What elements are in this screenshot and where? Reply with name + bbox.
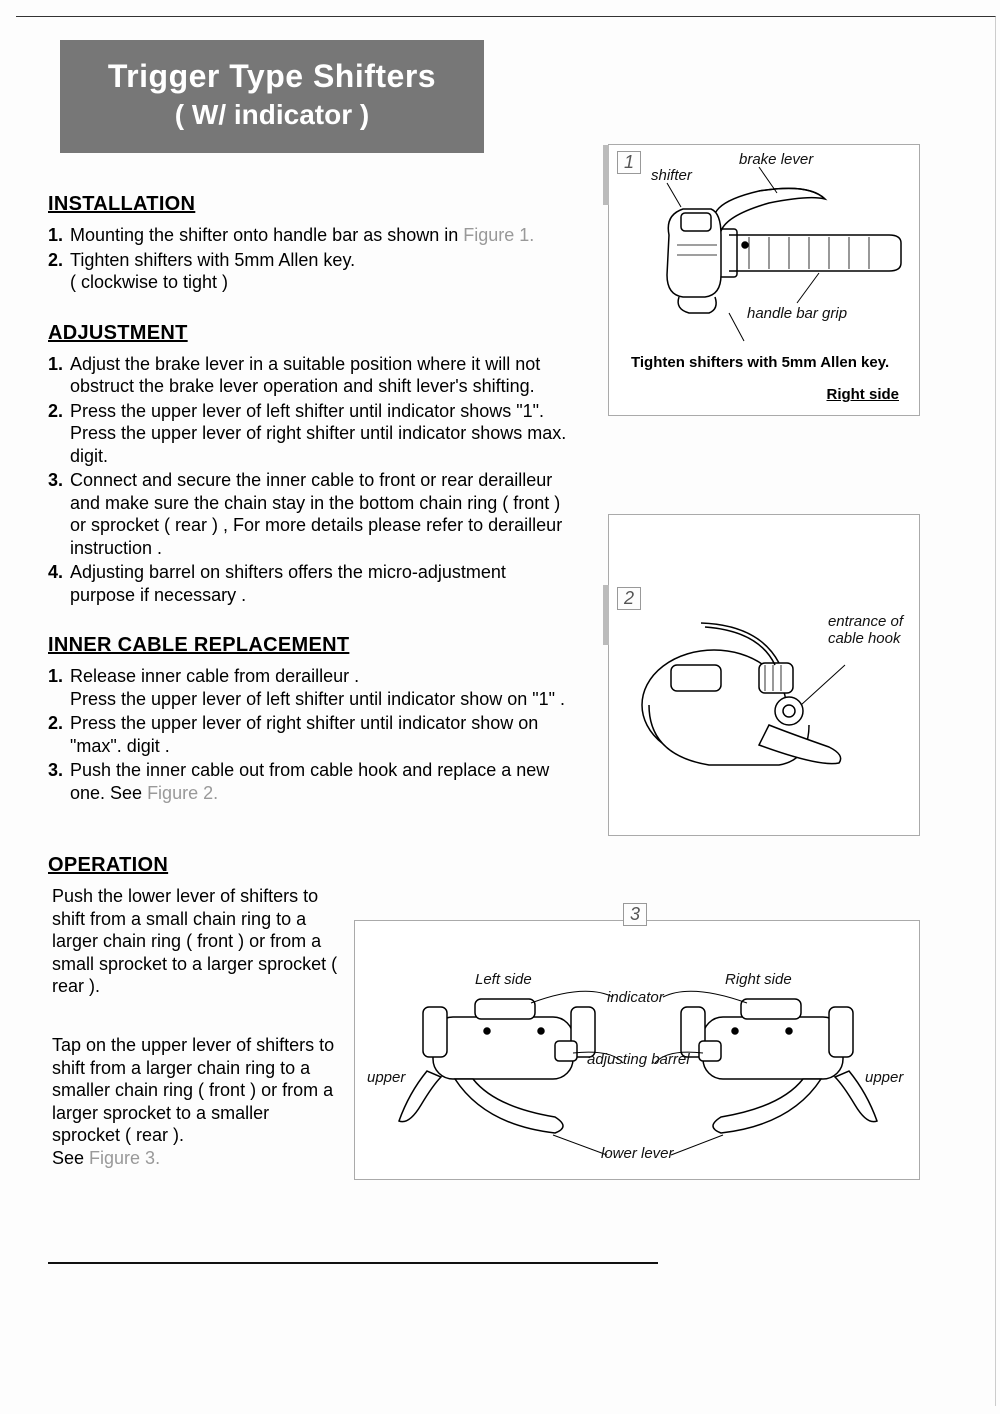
fig3-right: Right side bbox=[725, 971, 792, 988]
heading-installation: INSTALLATION bbox=[48, 193, 568, 216]
figure-2-tab bbox=[603, 585, 609, 645]
section-adjustment: ADJUSTMENT 1.Adjust the brake lever in a… bbox=[48, 322, 568, 607]
operation-para-2: Tap on the upper lever of shifters to sh… bbox=[52, 1012, 342, 1170]
adjust-step-3: 3.Connect and secure the inner cable to … bbox=[48, 469, 568, 559]
fig3-barrel: adjusting barrel bbox=[587, 1051, 690, 1068]
fig1-label-shifter: shifter bbox=[651, 167, 692, 184]
fig3-upper-r: upper bbox=[865, 1069, 903, 1086]
heading-operation: OPERATION bbox=[48, 854, 342, 877]
fig3-left: Left side bbox=[475, 971, 532, 988]
heading-adjustment: ADJUSTMENT bbox=[48, 322, 568, 345]
cable-step-3: 3. Push the inner cable out from cable h… bbox=[48, 759, 568, 804]
install-step-2: 2. Tighten shifters with 5mm Allen key. … bbox=[48, 249, 568, 294]
adjustment-steps: 1.Adjust the brake lever in a suitable p… bbox=[48, 353, 568, 607]
figure-3-number: 3 bbox=[623, 903, 647, 926]
adjust-step-4: 4.Adjusting barrel on shifters offers th… bbox=[48, 561, 568, 606]
figure-ref-3: Figure 3. bbox=[89, 1148, 160, 1168]
title-line1: Trigger Type Shifters bbox=[70, 58, 474, 95]
title-bar: Trigger Type Shifters ( W/ indicator ) bbox=[60, 40, 484, 153]
figure-3: 3 bbox=[354, 920, 920, 1180]
fig1-right-label: Right side bbox=[826, 386, 899, 403]
figure-1-number: 1 bbox=[617, 151, 641, 174]
fig3-upper-l: upper bbox=[367, 1069, 405, 1086]
heading-inner-cable: INNER CABLE REPLACEMENT bbox=[48, 634, 568, 657]
fig1-label-grip: handle bar grip bbox=[747, 305, 847, 322]
figure-2-number: 2 bbox=[617, 587, 641, 610]
install-step-1: 1. Mounting the shifter onto handle bar … bbox=[48, 224, 568, 247]
fig2-label-entrance: entrance of cable hook bbox=[828, 613, 903, 647]
section-inner-cable: INNER CABLE REPLACEMENT 1.Release inner … bbox=[48, 634, 568, 804]
fig1-caption: Tighten shifters with 5mm Allen key. bbox=[631, 354, 889, 371]
cable-step-1: 1.Release inner cable from derailleur . … bbox=[48, 665, 568, 710]
content-area: Trigger Type Shifters ( W/ indicator ) I… bbox=[48, 40, 960, 1354]
fig1-label-brake: brake lever bbox=[739, 151, 813, 168]
figure-ref-2: Figure 2. bbox=[147, 783, 218, 803]
title-line2: ( W/ indicator ) bbox=[70, 99, 474, 131]
inner-cable-steps: 1.Release inner cable from derailleur . … bbox=[48, 665, 568, 804]
operation-para-1: Push the lower lever of shifters to shif… bbox=[52, 885, 342, 998]
section-installation: INSTALLATION 1. Mounting the shifter ont… bbox=[48, 193, 568, 294]
adjust-step-2: 2.Press the upper lever of left shifter … bbox=[48, 400, 568, 468]
bottom-rule bbox=[48, 1262, 658, 1264]
figure-2-drawing bbox=[609, 515, 921, 837]
fig3-indicator: indicator bbox=[607, 989, 664, 1006]
figure-2: 2 e bbox=[608, 514, 920, 836]
adjust-step-1: 1.Adjust the brake lever in a suitable p… bbox=[48, 353, 568, 398]
fig3-lower: lower lever bbox=[601, 1145, 674, 1162]
figure-1-tab bbox=[603, 145, 609, 205]
figure-1: 1 bbox=[608, 144, 920, 416]
cable-step-2: 2.Press the upper lever of right shifter… bbox=[48, 712, 568, 757]
figure-ref-1: Figure 1. bbox=[463, 225, 534, 245]
installation-steps: 1. Mounting the shifter onto handle bar … bbox=[48, 224, 568, 294]
section-operation: OPERATION Push the lower lever of shifte… bbox=[48, 854, 342, 1169]
